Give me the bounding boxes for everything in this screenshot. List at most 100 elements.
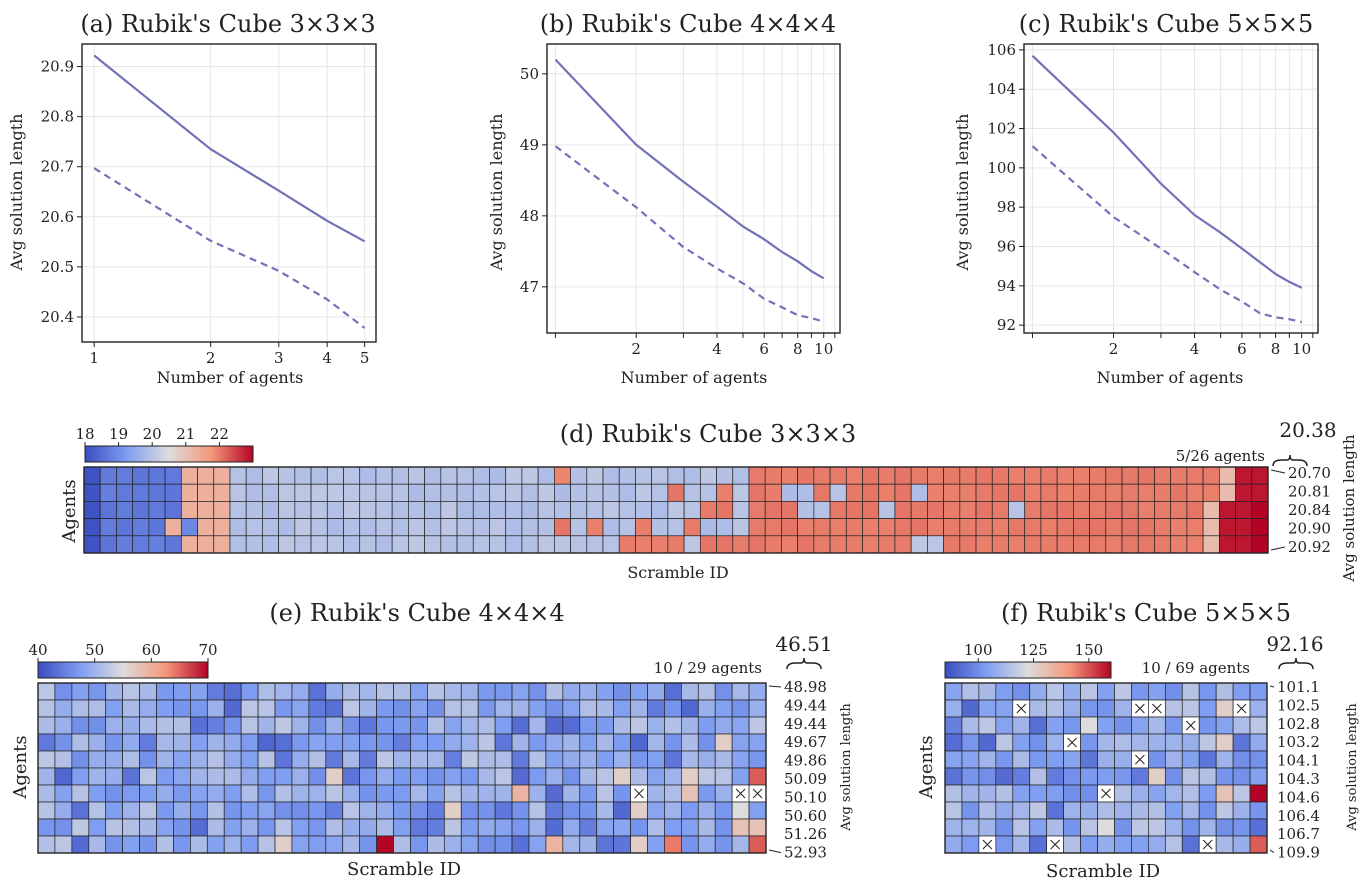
heatmap-cell bbox=[37, 784, 56, 803]
heatmap-cell bbox=[223, 801, 242, 820]
heatmap-cell bbox=[116, 483, 134, 502]
heatmap-cell bbox=[408, 501, 425, 519]
heatmap-cell bbox=[667, 466, 685, 485]
heatmap-cell bbox=[156, 682, 174, 701]
series-line-solid bbox=[1031, 55, 1303, 289]
heatmap-cell bbox=[943, 483, 961, 502]
heatmap-cell bbox=[748, 501, 766, 519]
heatmap-cell bbox=[505, 483, 523, 502]
heatmap-cell bbox=[71, 801, 90, 820]
heatmap-cell bbox=[213, 483, 231, 502]
heatmap-cell bbox=[206, 767, 225, 786]
heatmap-cell bbox=[732, 518, 750, 537]
heatmap-cell bbox=[213, 501, 231, 519]
heatmap-cell bbox=[697, 801, 716, 820]
heatmap-cell bbox=[797, 466, 815, 485]
heatmap-cell bbox=[1137, 501, 1155, 519]
heatmap-cell bbox=[310, 501, 328, 519]
heatmap-cell bbox=[630, 733, 648, 752]
heatmap-cell bbox=[291, 784, 310, 803]
heatmap-cell bbox=[391, 483, 409, 502]
heatmap-cell bbox=[1046, 750, 1064, 769]
heatmap-cell bbox=[991, 483, 1009, 502]
heatmap-cell bbox=[664, 784, 682, 803]
heatmap-cell bbox=[1249, 733, 1268, 752]
heatmap-cell bbox=[1198, 750, 1217, 769]
missing-x-mark bbox=[752, 788, 763, 799]
heatmap-cell bbox=[477, 767, 496, 786]
heatmap-cell bbox=[995, 784, 1014, 803]
heatmap-cell bbox=[156, 818, 174, 837]
heatmap-cell bbox=[1080, 750, 1098, 769]
heatmap-cell bbox=[1218, 483, 1236, 502]
heatmap-cell bbox=[1148, 835, 1166, 854]
heatmap-cell bbox=[1073, 535, 1090, 554]
heatmap-cell bbox=[894, 501, 912, 519]
heatmap-cell bbox=[164, 535, 182, 554]
heatmap-cell bbox=[570, 535, 588, 554]
heatmap-cell bbox=[511, 767, 530, 786]
heatmap-cell bbox=[829, 483, 847, 502]
heatmap-cell bbox=[105, 801, 124, 820]
heatmap-cell bbox=[325, 716, 344, 735]
heatmap-cell bbox=[618, 466, 636, 485]
heatmap-cell bbox=[326, 518, 344, 537]
panel-b-plot: 2 4 6 8 10 47 48 49 50 bbox=[520, 43, 841, 358]
heatmap-cell bbox=[54, 682, 73, 701]
heatmap-cell bbox=[944, 835, 963, 854]
heatmap-cell bbox=[545, 733, 564, 752]
heatmap-cell bbox=[635, 518, 653, 537]
heatmap-cell bbox=[943, 501, 961, 519]
heatmap-cell bbox=[122, 801, 140, 820]
heatmap-cell bbox=[944, 767, 963, 786]
heatmap-cell bbox=[579, 699, 598, 718]
heatmap-cell bbox=[1218, 501, 1236, 519]
heatmap-cell bbox=[910, 518, 928, 537]
missing-x-mark bbox=[1016, 703, 1027, 714]
heatmap-cell bbox=[927, 466, 944, 485]
heatmap-cell bbox=[1073, 501, 1090, 519]
heatmap-cell bbox=[1080, 682, 1098, 701]
heatmap-cell bbox=[477, 682, 496, 701]
panel-a-plot: 1 2 3 4 5 20.4 20.5 20.6 20.7 20.8 20.9 bbox=[41, 43, 377, 367]
heatmap-cell bbox=[1186, 501, 1204, 519]
heatmap-cell bbox=[1181, 801, 1200, 820]
heatmap-cell bbox=[680, 835, 699, 854]
heatmap-cell bbox=[139, 682, 157, 701]
heatmap-cell bbox=[310, 535, 328, 554]
heatmap-cell bbox=[1097, 835, 1115, 854]
heatmap-cell bbox=[424, 483, 442, 502]
row-value-label: 49.44 bbox=[784, 715, 827, 733]
heatmap-cell bbox=[116, 535, 134, 554]
heatmap-cell bbox=[1105, 535, 1123, 554]
panel-b-title: (b) Rubik's Cube 4×4×4 bbox=[540, 10, 836, 38]
heatmap-cell bbox=[651, 518, 669, 537]
heatmap-cell bbox=[197, 501, 215, 519]
heatmap-cell bbox=[630, 699, 648, 718]
heatmap-cell bbox=[494, 699, 513, 718]
row-value-label: 109.9 bbox=[1277, 844, 1320, 862]
heatmap-cell bbox=[1089, 483, 1107, 502]
heatmap-cell bbox=[1089, 501, 1107, 519]
heatmap-cell bbox=[1186, 483, 1204, 502]
heatmap-cell bbox=[1181, 699, 1200, 718]
heatmap-cell bbox=[1170, 501, 1188, 519]
heatmap-cell bbox=[1097, 767, 1115, 786]
heatmap-cell bbox=[173, 784, 191, 803]
heatmap-cell bbox=[460, 784, 479, 803]
heatmap-cell bbox=[586, 483, 604, 502]
heatmap-cell bbox=[424, 535, 442, 554]
heatmap-cell bbox=[978, 733, 997, 752]
heatmap-cell bbox=[105, 784, 124, 803]
heatmap-cell bbox=[781, 483, 798, 502]
heatmap-cell bbox=[489, 535, 507, 554]
heatmap-cell bbox=[460, 733, 479, 752]
heatmap-cell bbox=[714, 750, 733, 769]
heatmap-cell bbox=[975, 518, 993, 537]
heatmap-cell bbox=[274, 835, 293, 854]
heatmap-cell bbox=[410, 818, 428, 837]
heatmap-cell bbox=[1024, 466, 1042, 485]
heatmap-cell bbox=[443, 716, 462, 735]
heatmap-cell bbox=[180, 501, 198, 519]
heatmap-cell bbox=[975, 535, 993, 554]
